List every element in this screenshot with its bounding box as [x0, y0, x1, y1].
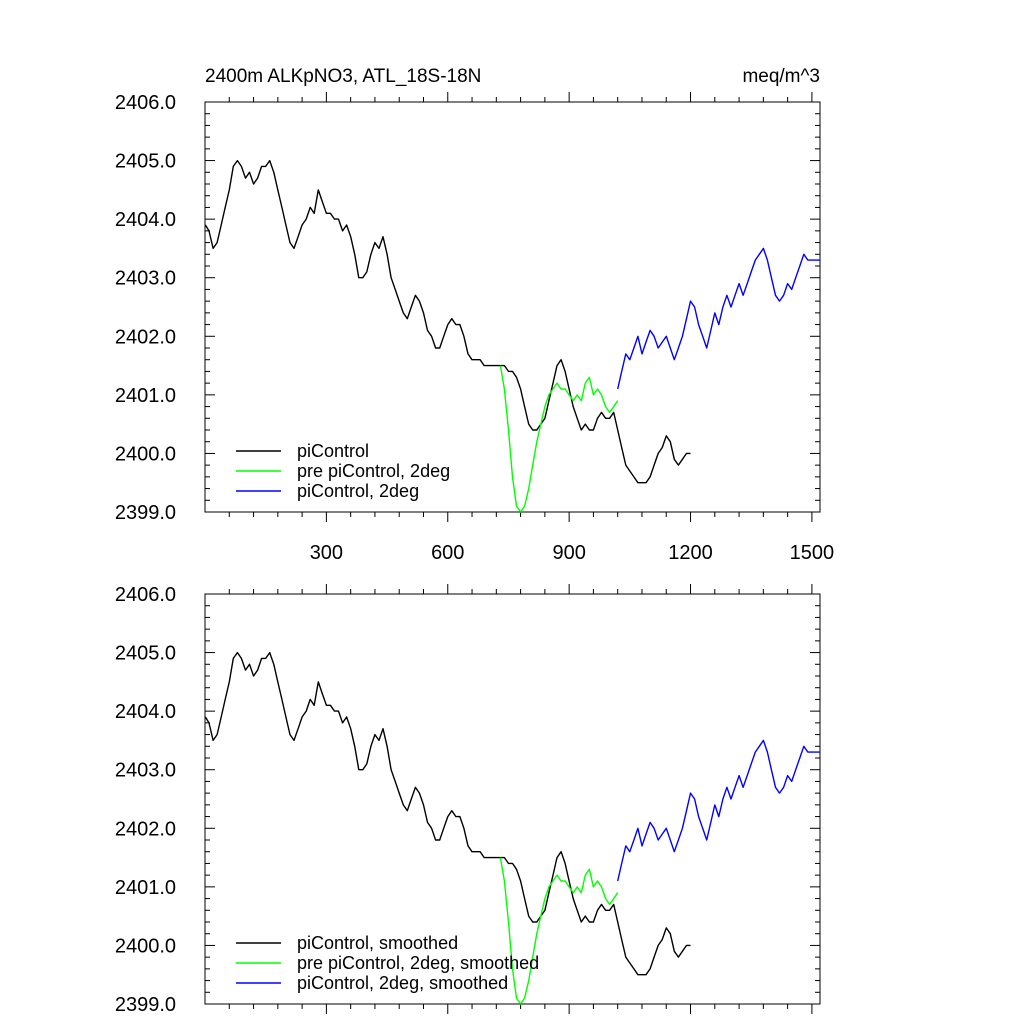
y-tick-label: 2401.0: [115, 385, 176, 407]
y-tick-label: 2399.0: [115, 994, 176, 1016]
x-tick-label: 1500: [790, 542, 835, 564]
x-tick-label: 900: [552, 542, 585, 564]
y-tick-label: 2403.0: [115, 268, 176, 290]
legend-label-2: pre piControl, 2deg, smoothed: [297, 953, 539, 973]
x-tick-label: 300: [310, 542, 343, 564]
top-panel-units: meq/m^3: [742, 66, 820, 87]
y-tick-label: 2406.0: [115, 584, 176, 606]
y-tick-label: 2402.0: [115, 326, 176, 348]
series-line-1: [204, 651, 691, 976]
y-tick-label: 2405.0: [115, 643, 176, 665]
y-tick-label: 2404.0: [115, 209, 176, 231]
y-tick-label: 2400.0: [115, 935, 176, 957]
bottom-panel: 2399.0 2400.0 2401.0 2402.0 2403.0 2404.0 2405…: [115, 584, 821, 1016]
y-tick-label: 2399.0: [115, 502, 176, 524]
legend-label-1: piControl: [297, 441, 369, 461]
legend-label-2: pre piControl, 2deg: [297, 461, 450, 481]
plot-frame: [204, 101, 821, 513]
y-tick-label: 2406.0: [115, 92, 176, 114]
y-tick-label: 2402.0: [115, 818, 176, 840]
series-line-1: [204, 159, 691, 484]
legend-label-3: piControl, 2deg: [297, 481, 419, 501]
series-line-3: [617, 247, 820, 390]
top-panel-title: 2400m ALKpNO3, ATL_18S-18N: [205, 66, 481, 87]
top-panel: 2400m ALKpNO3, ATL_18S-18N meq/m^3 2399.…: [115, 66, 834, 564]
y-tick-label: 2404.0: [115, 701, 176, 723]
x-tick-label: 600: [431, 542, 464, 564]
series-line-2: [499, 365, 619, 513]
y-tick-label: 2401.0: [115, 877, 176, 899]
series-line-3: [617, 739, 820, 882]
y-tick-label: 2405.0: [115, 151, 176, 173]
series-line-2: [499, 857, 619, 1005]
x-tick-label: 1200: [668, 542, 713, 564]
legend-label-1: piControl, smoothed: [297, 933, 458, 953]
legend-label-3: piControl, 2deg, smoothed: [297, 973, 508, 993]
y-tick-label: 2403.0: [115, 760, 176, 782]
y-tick-label: 2400.0: [115, 443, 176, 465]
plot-frame: [204, 593, 821, 1005]
